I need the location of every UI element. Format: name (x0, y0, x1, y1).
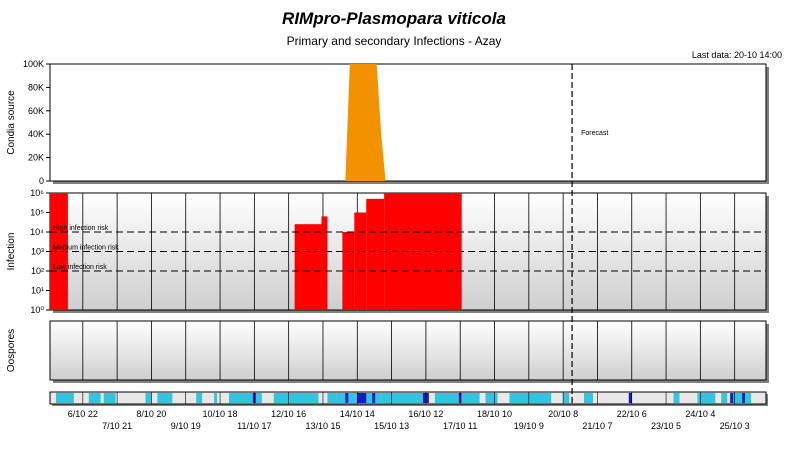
x-tick-label-bottom: 11/10 17 (237, 421, 271, 431)
x-tick-label-top: 20/10 8 (548, 409, 578, 419)
rain-segment (697, 393, 716, 403)
rain-segment (196, 393, 203, 403)
conidia-y-tick-label: 100K (23, 59, 44, 69)
conidia-y-tick-label: 80K (28, 82, 44, 92)
infection-y-tick-label: 10⁵ (30, 208, 44, 218)
infection-y-tick-label: 10¹ (31, 286, 44, 296)
infection-block (321, 216, 328, 310)
x-tick-label-top: 6/10 22 (68, 409, 98, 419)
x-tick-label-bottom: 7/10 21 (102, 421, 132, 431)
chart-data-layer (50, 64, 766, 404)
rain-segment (229, 393, 262, 403)
rain-segment (434, 393, 459, 403)
rain-segment (372, 393, 376, 403)
rain-segment (461, 393, 480, 403)
x-tick-label-top: 10/10 18 (203, 409, 238, 419)
rain-segment (55, 393, 74, 403)
infection-y-tick-label: 10⁴ (30, 227, 44, 237)
x-tick-label-bottom: 15/10 13 (374, 421, 409, 431)
risk-line-label: Medium infection risk (53, 245, 119, 252)
rain-segment (345, 393, 349, 403)
x-tick-label-bottom: 9/10 19 (171, 421, 201, 431)
rain-segment (485, 393, 498, 403)
last-data-label: Last data: 20-10 14:00 (691, 50, 782, 60)
rain-segment (103, 393, 116, 403)
x-tick-label-bottom: 17/10 11 (443, 421, 477, 431)
chart-subtitle: Primary and secondary Infections - Azay (286, 34, 502, 48)
rain-segment (730, 393, 734, 403)
x-tick-label-bottom: 19/10 9 (514, 421, 544, 431)
rain-segment (730, 393, 743, 403)
infection-block (294, 224, 322, 310)
rain-segment (721, 393, 728, 403)
x-tick-label-bottom: 25/10 3 (720, 421, 750, 431)
infection-y-tick-label: 10⁰ (30, 305, 44, 315)
rain-segment (357, 393, 367, 403)
rain-segment (742, 393, 746, 403)
x-tick-label-bottom: 23/10 5 (651, 421, 681, 431)
conidia-y-tick-label: 20K (28, 153, 44, 163)
rain-segment (673, 393, 680, 403)
x-tick-label-top: 8/10 20 (136, 409, 166, 419)
conidia-area (345, 64, 386, 181)
rain-segment (145, 393, 152, 403)
conidia-y-axis-label: Condia source (6, 90, 17, 155)
oospores-panel-frame (49, 320, 767, 381)
x-tick-label-top: 16/10 12 (408, 409, 443, 419)
infection-y-tick-label: 10³ (31, 247, 44, 257)
rain-segment (214, 393, 218, 403)
rain-segment (584, 393, 593, 403)
infection-y-axis-label: Infection (6, 233, 17, 271)
conidia-y-tick-label: 60K (28, 106, 44, 116)
rain-segment (628, 393, 632, 403)
conidia-panel-frame (49, 63, 767, 182)
x-tick-label-bottom: 13/10 15 (305, 421, 340, 431)
infection-block (50, 193, 68, 310)
x-tick-label-top: 18/10 10 (477, 409, 512, 419)
infection-y-tick-label: 10² (31, 266, 44, 276)
chart-title: RIMpro-Plasmopara viticola (282, 9, 506, 28)
rain-segment (745, 393, 752, 403)
rain-segment (381, 393, 423, 403)
x-tick-label-top: 12/10 16 (271, 409, 306, 419)
rain-segment (327, 393, 337, 403)
x-tick-label-top: 14/10 14 (340, 409, 375, 419)
rain-segment (509, 393, 552, 403)
infection-block (366, 198, 385, 310)
risk-line-label: High infection risk (53, 225, 109, 232)
rain-segment (157, 393, 173, 403)
rain-segment (273, 393, 319, 403)
conidia-y-tick-label: 0 (39, 176, 44, 186)
rain-segment (88, 393, 101, 403)
conidia-y-tick-label: 40K (28, 129, 44, 139)
chart-text-layer: 0 20K 40K 60K 80K 100K Condia source High infec… (6, 59, 750, 431)
infection-y-tick-label: 10⁶ (30, 188, 44, 198)
x-tick-label-bottom: 21/10 7 (582, 421, 612, 431)
risk-line-label: Low infection risk (53, 264, 107, 271)
forecast-label: Forecast (581, 130, 608, 137)
rain-segment (563, 393, 570, 403)
infection-block (354, 212, 367, 310)
oospores-y-axis-label: Oospores (6, 329, 17, 372)
x-tick-label-top: 24/10 4 (685, 409, 715, 419)
x-tick-label-top: 22/10 6 (617, 409, 647, 419)
